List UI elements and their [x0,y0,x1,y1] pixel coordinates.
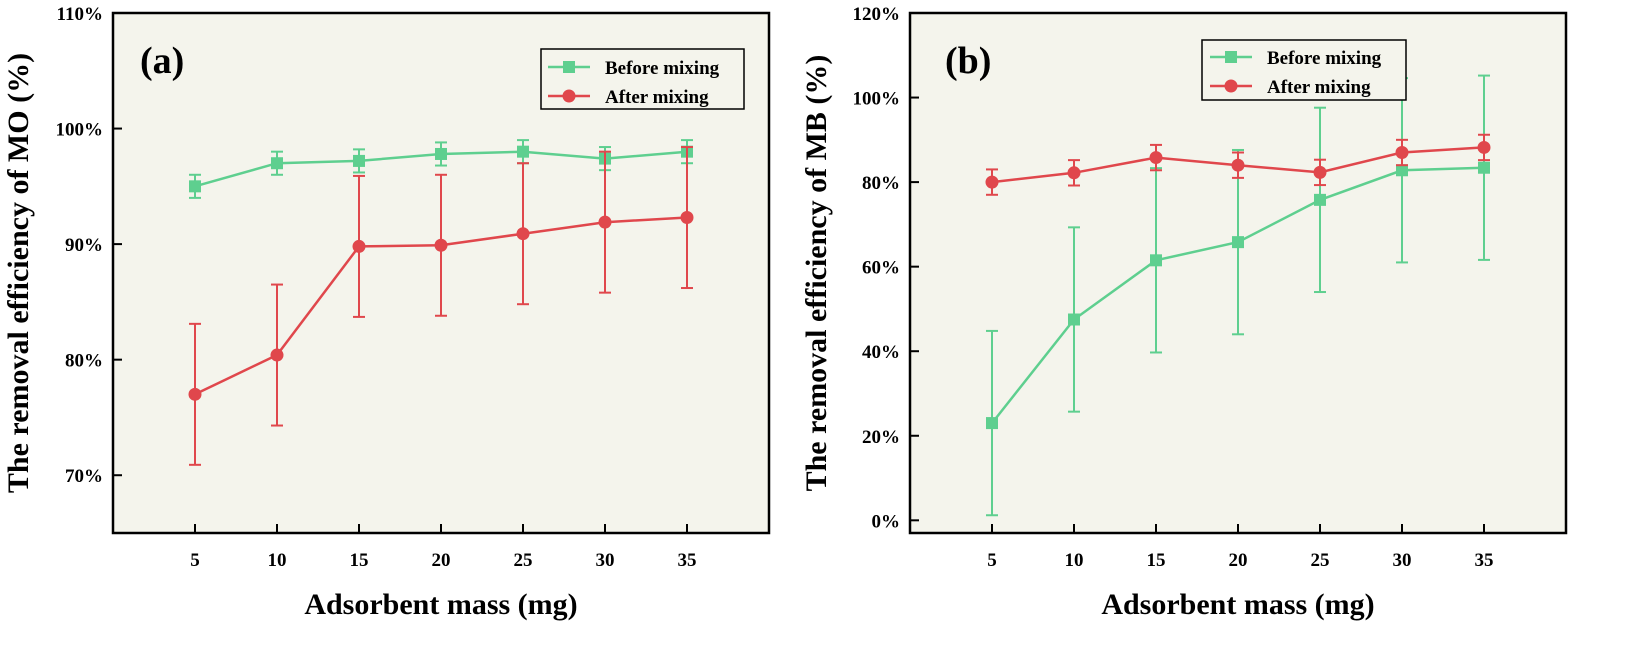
series-layer-a [188,139,694,466]
point-after-b [1231,158,1245,172]
point-before-b [1068,313,1080,326]
point-after-a [270,348,284,362]
x-tick-label-a: 15 [350,550,369,571]
x-tick-label-b: 10 [1065,550,1084,571]
point-before-a [353,154,365,167]
x-axis-title-a: Adsorbent mass (mg) [304,588,577,621]
point-before-b [1232,236,1244,249]
y-tick-label-b: 100% [853,89,901,110]
legend-marker-after-b [1224,79,1238,93]
point-before-a [517,145,529,158]
y-tick-label-b: 40% [862,342,900,363]
point-after-b [1313,165,1327,179]
point-after-a [516,227,530,241]
legend-marker-before-a [563,61,575,73]
x-tick-label-a: 20 [432,550,451,571]
x-tick-label-a: 35 [678,550,697,571]
y-axis-title-a: The removal efficiency of MO (%) [2,53,35,493]
legend-label-before-b: Before mixing [1267,48,1382,69]
point-after-b [1395,146,1409,160]
y-tick-label-a: 80% [65,351,103,372]
y-tick-label-b: 80% [862,173,900,194]
y-tick-label-a: 90% [65,235,103,256]
x-tick-label-a: 30 [596,550,615,571]
y-axis-title-b: The removal efficiency of MB (%) [800,55,833,492]
point-after-b [1477,140,1491,154]
x-tick-label-b: 20 [1229,550,1248,571]
legend-b: Before mixing After mixing [1201,39,1407,101]
series-layer-b [985,74,1491,517]
x-tick-label-b: 25 [1311,550,1330,571]
point-before-b [1314,193,1326,206]
x-tick-label-a: 10 [268,550,287,571]
point-after-b [985,175,999,189]
legend-marker-before-b [1225,51,1237,63]
y-tick-label-b: 120% [853,4,901,25]
x-tick-label-b: 5 [987,550,997,571]
point-before-b [1478,161,1490,174]
legend-box-a [540,48,745,110]
x-tick-label-a: 25 [514,550,533,571]
y-tick-label-b: 20% [862,427,900,448]
point-after-b [1067,166,1081,180]
panel-label-a: (a) [140,40,184,82]
point-after-a [598,215,612,229]
point-before-b [986,417,998,430]
x-axis-title-b: Adsorbent mass (mg) [1101,588,1374,621]
panel-label-b: (b) [945,40,991,82]
point-after-a [188,387,202,401]
x-tick-label-b: 15 [1147,550,1166,571]
legend-label-after-a: After mixing [605,87,709,108]
point-before-b [1150,254,1162,267]
y-tick-label-b: 0% [872,511,901,532]
y-tick-label-b: 60% [862,258,900,279]
y-tick-label-a: 70% [65,466,103,487]
point-before-a [189,180,201,193]
legend-a: Before mixing After mixing [540,48,745,110]
point-after-b [1149,151,1163,165]
panel-b: 0%20%40%60%80%100%120%5 10 15 20 25 30 35 (b) … [800,4,1568,621]
panel-a: 70% 80% 90% 100% 110% 5 10 15 20 25 30 35 (a) Adsor… [2,4,771,621]
point-before-a [271,157,283,170]
grid-ticks-a: 70% 80% 90% 100% 110% 5 10 15 20 25 30 35 [56,4,697,571]
x-tick-label-b: 30 [1393,550,1412,571]
legend-marker-after-a [562,89,576,103]
y-tick-label-a: 110% [57,4,103,25]
legend-label-before-a: Before mixing [605,58,720,79]
point-before-a [435,147,447,160]
point-after-a [434,238,448,252]
x-tick-label-a: 5 [190,550,200,571]
grid-ticks-b: 0% 20% 40% 60% 80% 100% 120% 5 10 15 20 25 30 35 [853,4,1494,571]
point-after-a [352,239,366,253]
x-tick-label-b: 35 [1475,550,1494,571]
point-before-b [1396,164,1408,177]
point-after-a [680,211,694,225]
y-tick-label-a: 100% [56,120,104,141]
legend-label-after-b: After mixing [1267,77,1371,98]
